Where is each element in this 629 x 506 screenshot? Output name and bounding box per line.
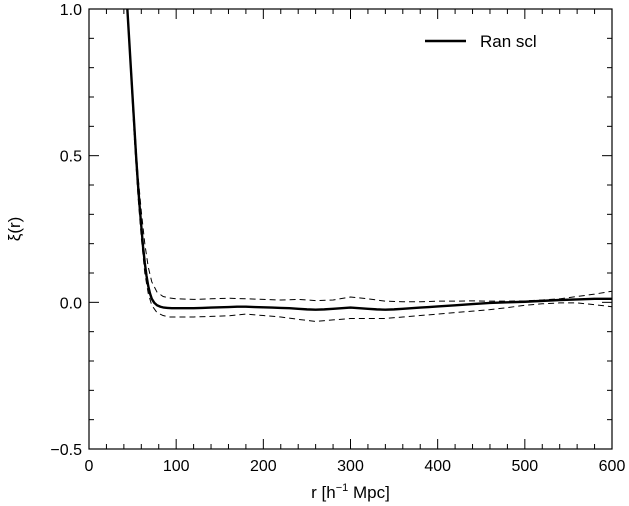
x-tick-label: 500 <box>511 458 538 475</box>
y-tick-label: 0.0 <box>60 295 82 312</box>
x-axis-label-superscript: −1 <box>336 482 349 494</box>
x-axis-label-tail: Mpc] <box>348 483 390 502</box>
x-tick-label: 100 <box>163 458 190 475</box>
x-tick-label: 400 <box>424 458 451 475</box>
x-tick-label: 300 <box>337 458 364 475</box>
x-axis-label: r [h−1 Mpc] <box>311 482 390 502</box>
y-axis-label: ξ(r) <box>5 217 24 242</box>
x-tick-label: 0 <box>85 458 94 475</box>
x-axis-label-main: r [h <box>311 483 336 502</box>
upper-bound-dashed-line <box>126 9 612 303</box>
y-tick-label: 0.5 <box>60 149 82 166</box>
lower-bound-dashed-line <box>126 9 612 322</box>
x-tick-label: 200 <box>250 458 277 475</box>
y-tick-label: 1.0 <box>60 2 82 19</box>
y-tick-label: −0.5 <box>50 442 82 459</box>
series-line-ran-scl <box>126 9 612 311</box>
legend: Ran scl <box>425 32 537 51</box>
x-tick-label: 600 <box>599 458 626 475</box>
legend-label-ran-scl: Ran scl <box>480 32 537 51</box>
plot-frame <box>88 8 613 450</box>
